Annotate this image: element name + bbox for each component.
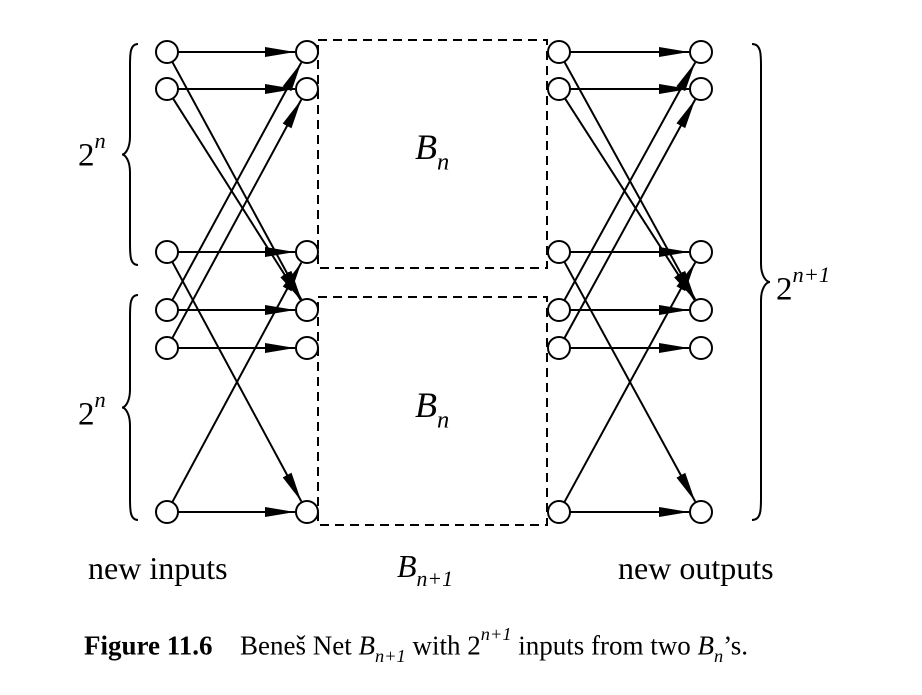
caption-text-4: ’s. — [723, 630, 748, 661]
arrow — [171, 262, 303, 503]
inner-input-node — [295, 40, 319, 64]
output-node — [689, 500, 713, 524]
inner-output-node — [547, 40, 571, 64]
caption-part-subscript: n — [714, 646, 724, 667]
brace-right-base: 2 — [776, 271, 793, 308]
brace-top — [121, 43, 139, 266]
output-node — [689, 336, 713, 360]
net-label-subscript: n+1 — [416, 567, 453, 592]
brace-right-exponent: n+1 — [792, 262, 831, 287]
inner-net-bottom-box — [317, 296, 548, 526]
new-outputs-label: new outputs — [618, 550, 774, 586]
inner-net-top-label: Bn — [415, 126, 449, 176]
input-node — [155, 298, 179, 322]
inner-net-bottom-name: B — [415, 385, 437, 425]
figure-caption: Figure 11.6 Beneš Net Bn+1 with 2n+1 inp… — [84, 624, 748, 667]
arrow — [563, 62, 697, 301]
brace-right — [751, 43, 771, 521]
inner-input-node — [295, 500, 319, 524]
inner-input-node — [295, 336, 319, 360]
figure-number: Figure 11.6 — [84, 630, 213, 661]
caption-net-subscript: n+1 — [374, 646, 406, 667]
input-node — [155, 240, 179, 264]
net-label-name: B — [397, 548, 417, 584]
arrow — [172, 97, 302, 301]
caption-text-2: with 2 — [405, 630, 481, 661]
arrow — [564, 97, 696, 301]
brace-top-base: 2 — [78, 137, 95, 174]
brace-bottom — [121, 294, 139, 521]
inner-output-node — [547, 240, 571, 264]
inner-input-node — [295, 77, 319, 101]
inner-net-top-box — [317, 39, 548, 269]
arrow — [563, 262, 697, 503]
brace-top-exponent: n — [94, 128, 106, 153]
brace-bottom-label: 2n — [78, 387, 106, 434]
brace-top-label: 2n — [78, 128, 106, 175]
caption-part-name: B — [697, 630, 715, 661]
net-label: Bn+1 — [397, 548, 453, 592]
brace-bottom-base: 2 — [78, 396, 95, 433]
arrow — [171, 62, 303, 301]
output-node — [689, 298, 713, 322]
inner-output-node — [547, 500, 571, 524]
inner-net-bottom-subscript: n — [437, 406, 450, 434]
output-node — [689, 240, 713, 264]
brace-bottom-exponent: n — [94, 387, 106, 412]
output-node — [689, 77, 713, 101]
caption-count-exponent: n+1 — [480, 624, 512, 644]
output-node — [689, 40, 713, 64]
brace-right-label: 2n+1 — [776, 262, 830, 309]
caption-text-1: Beneš Net — [240, 630, 359, 661]
caption-net-name: B — [358, 630, 375, 661]
inner-output-node — [547, 336, 571, 360]
inner-output-node — [547, 77, 571, 101]
inner-net-top-name: B — [415, 127, 437, 167]
arrow — [563, 99, 697, 339]
caption-text-3: inputs from two — [511, 630, 698, 661]
new-inputs-label: new inputs — [88, 550, 228, 586]
inner-input-node — [295, 240, 319, 264]
input-node — [155, 336, 179, 360]
arrow — [171, 99, 303, 339]
inner-net-top-subscript: n — [437, 148, 450, 176]
inner-output-node — [547, 298, 571, 322]
input-node — [155, 77, 179, 101]
inner-net-bottom-label: Bn — [415, 384, 449, 434]
input-node — [155, 500, 179, 524]
input-node — [155, 40, 179, 64]
inner-input-node — [295, 298, 319, 322]
